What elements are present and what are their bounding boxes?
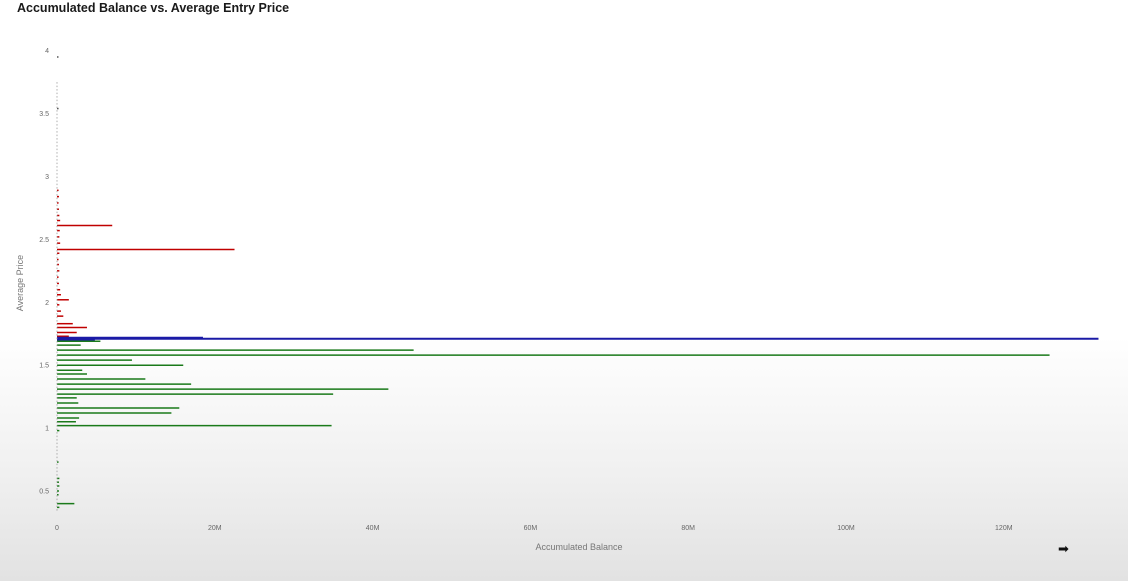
x-tick-label: 120M	[995, 525, 1013, 532]
x-axis-title: Accumulated Balance	[535, 542, 622, 552]
x-tick-label: 100M	[837, 525, 855, 532]
y-tick-label: 2	[45, 300, 49, 307]
y-axis-ticks: 0.5 1 1.5 2 2.5 3 3.5 4	[39, 48, 49, 495]
y-tick-label: 3.5	[39, 111, 49, 118]
x-tick-label: 0	[55, 525, 59, 532]
y-tick-label: 3	[45, 174, 49, 181]
bar-series-group	[57, 56, 1099, 509]
y-tick-label: 0.5	[39, 489, 49, 496]
x-tick-label: 20M	[208, 525, 222, 532]
y-tick-label: 4	[45, 48, 49, 55]
export-arrow-icon[interactable]: ➡	[1058, 542, 1069, 557]
y-tick-label: 1	[45, 426, 49, 433]
y-axis-title: Average Price	[15, 255, 25, 311]
y-tick-label: 2.5	[39, 237, 49, 244]
chart-title: Accumulated Balance vs. Average Entry Pr…	[17, 1, 290, 15]
x-tick-label: 80M	[681, 525, 695, 532]
x-tick-label: 60M	[524, 525, 538, 532]
y-tick-label: 1.5	[39, 363, 49, 370]
x-tick-label: 40M	[366, 525, 380, 532]
x-axis-ticks: 0 20M 40M 60M 80M 100M 120M	[55, 525, 1013, 532]
